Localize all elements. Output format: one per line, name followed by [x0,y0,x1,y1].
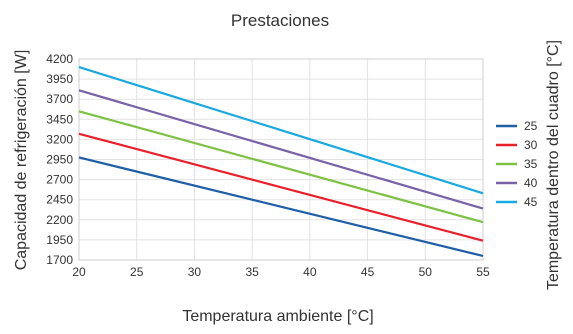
series-line-40 [78,89,484,210]
y-tick-label: 1950 [46,233,73,247]
grid-layer [78,58,484,261]
y-tick-label: 3950 [46,72,73,86]
x-tick-label: 25 [130,265,144,279]
legend-title: Temperatura dentro del cuadro [°C] [545,40,562,290]
y-tick-label: 2700 [46,173,73,187]
y-tick-label: 4200 [46,52,73,66]
legend-label-35: 35 [524,157,538,171]
y-tick-label: 2950 [46,153,73,167]
y-tick-label: 3450 [46,112,73,126]
x-tick-label: 20 [72,265,86,279]
x-axis-label: Temperatura ambiente [°C] [182,308,373,325]
legend-label-25: 25 [524,119,538,133]
y-axis-label: Capacidad de refrigeración [W] [13,50,30,271]
x-tick-label: 35 [245,265,259,279]
x-tick-labels: 20 25 30 35 40 45 50 55 [72,265,490,279]
x-tick-label: 45 [361,265,375,279]
x-tick-label: 40 [303,265,317,279]
series-line-30 [78,132,484,242]
x-tick-label: 55 [476,265,490,279]
legend-label-40: 40 [524,176,538,190]
series-line-25 [78,156,484,258]
series-line-35 [78,110,484,224]
y-tick-labels: 1700 1950 2200 2450 2700 2950 3200 3450 3700 3950… [46,52,73,267]
x-tick-label: 30 [188,265,202,279]
series-line-45 [78,65,484,195]
plot-frame [78,58,484,261]
y-tick-label: 2450 [46,193,73,207]
legend-label-30: 30 [524,138,538,152]
chart-title: Prestaciones [231,11,329,30]
series-lines [78,65,484,258]
y-tick-label: 2200 [46,213,73,227]
y-tick-label: 1700 [46,253,73,267]
x-tick-label: 50 [419,265,433,279]
y-tick-label: 3200 [46,132,73,146]
legend: 25 30 35 40 45 [496,119,538,209]
y-tick-label: 3700 [46,92,73,106]
legend-label-45: 45 [524,195,538,209]
